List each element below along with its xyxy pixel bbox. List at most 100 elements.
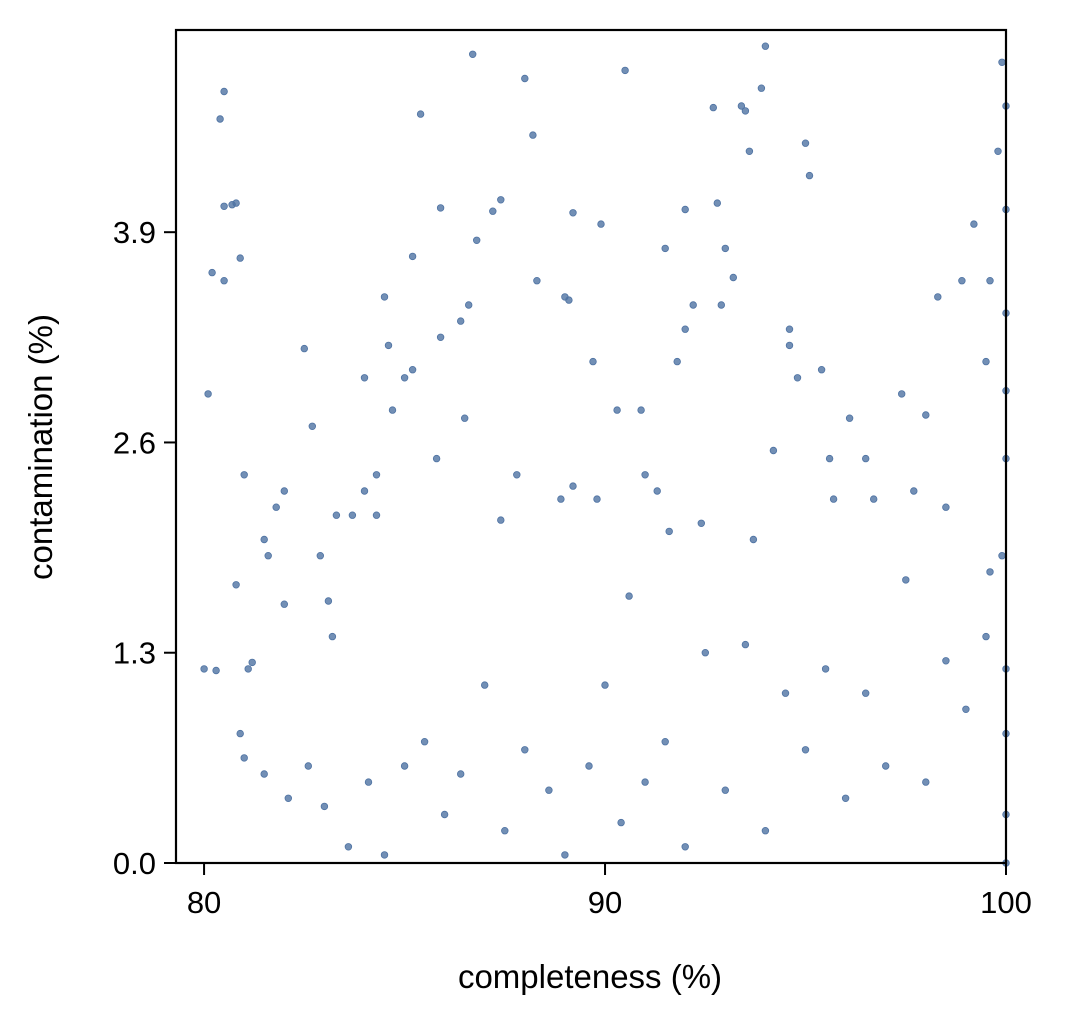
- data-point: [513, 471, 521, 479]
- data-point: [501, 827, 509, 835]
- data-point: [204, 390, 212, 398]
- y-axis-label: contamination (%): [22, 314, 59, 580]
- data-point: [300, 344, 308, 353]
- data-point: [737, 102, 746, 110]
- data-point: [432, 454, 441, 463]
- data-point: [400, 762, 409, 770]
- data-point: [388, 406, 397, 414]
- data-point: [561, 851, 569, 859]
- data-point: [569, 482, 577, 490]
- data-point: [489, 207, 497, 215]
- data-point: [613, 406, 621, 414]
- data-point: [785, 341, 794, 350]
- data-point: [697, 519, 705, 527]
- data-point: [324, 597, 333, 605]
- data-point: [922, 411, 930, 419]
- data-point: [380, 851, 389, 859]
- data-point: [741, 107, 750, 115]
- data-point: [384, 341, 393, 350]
- data-point: [641, 778, 649, 786]
- data-point: [212, 666, 220, 675]
- data-point: [236, 254, 244, 262]
- data-point: [372, 511, 381, 519]
- data-point: [729, 273, 737, 282]
- data-point: [681, 205, 689, 214]
- data-point: [264, 552, 272, 560]
- x-tick-label: 100: [980, 885, 1032, 920]
- data-point: [236, 729, 244, 738]
- data-point: [216, 115, 224, 123]
- data-point: [986, 568, 994, 576]
- data-point: [801, 139, 810, 147]
- y-tick-label: 1.3: [113, 636, 156, 671]
- data-point: [597, 220, 605, 228]
- data-point: [473, 236, 481, 244]
- data-point: [749, 535, 758, 544]
- data-point: [721, 786, 729, 794]
- data-point: [569, 209, 577, 217]
- data-point: [701, 649, 709, 657]
- y-tick-label: 3.9: [113, 215, 156, 250]
- data-point: [902, 576, 910, 584]
- data-point: [332, 511, 341, 519]
- data-point: [681, 843, 689, 851]
- data-point: [805, 171, 814, 180]
- data-point: [982, 632, 990, 641]
- data-point: [469, 50, 477, 58]
- data-point: [420, 738, 429, 746]
- data-point: [689, 301, 697, 309]
- y-axis: 0.0 1.3 2.6 3.9: [113, 215, 176, 881]
- data-point: [533, 277, 541, 285]
- data-point: [308, 422, 316, 430]
- data-point: [898, 390, 906, 398]
- data-point: [457, 770, 465, 778]
- data-point: [829, 495, 838, 503]
- data-point: [208, 268, 216, 277]
- data-point: [585, 762, 593, 770]
- data-point: [958, 277, 966, 285]
- data-point: [962, 705, 970, 713]
- data-point: [220, 87, 228, 96]
- data-point: [994, 147, 1002, 155]
- data-point: [745, 147, 754, 155]
- data-point: [372, 471, 381, 479]
- y-tick-label: 2.6: [113, 425, 156, 460]
- y-tick-label: 0.0: [113, 846, 156, 881]
- data-point: [998, 58, 1006, 66]
- data-point: [316, 552, 324, 560]
- data-point: [673, 357, 681, 366]
- data-point: [986, 277, 994, 285]
- data-point: [717, 301, 725, 309]
- data-point: [801, 746, 810, 754]
- data-point: [761, 42, 770, 50]
- data-point: [821, 665, 830, 673]
- x-tick-label: 90: [588, 885, 622, 920]
- data-point: [521, 74, 529, 83]
- data-point: [328, 632, 337, 641]
- data-point: [593, 495, 601, 503]
- data-point: [785, 325, 794, 333]
- data-point: [481, 681, 489, 689]
- data-point: [922, 778, 930, 786]
- data-point: [709, 103, 717, 112]
- data-point: [244, 665, 252, 673]
- data-point: [364, 778, 373, 786]
- data-point: [841, 794, 850, 802]
- data-point: [882, 762, 890, 770]
- data-point: [436, 333, 445, 341]
- data-point: [497, 196, 505, 204]
- data-point: [681, 325, 689, 333]
- data-point: [589, 357, 597, 366]
- x-axis-label: completeness (%): [458, 958, 722, 995]
- data-point: [440, 810, 449, 819]
- data-point: [521, 746, 529, 754]
- data-point: [272, 503, 280, 511]
- data-point: [380, 293, 389, 301]
- data-point: [220, 277, 228, 285]
- data-point: [240, 754, 248, 762]
- data-point: [942, 503, 950, 511]
- data-point: [408, 366, 417, 374]
- data-point: [617, 818, 625, 827]
- data-point: [400, 374, 409, 382]
- data-point: [934, 293, 942, 301]
